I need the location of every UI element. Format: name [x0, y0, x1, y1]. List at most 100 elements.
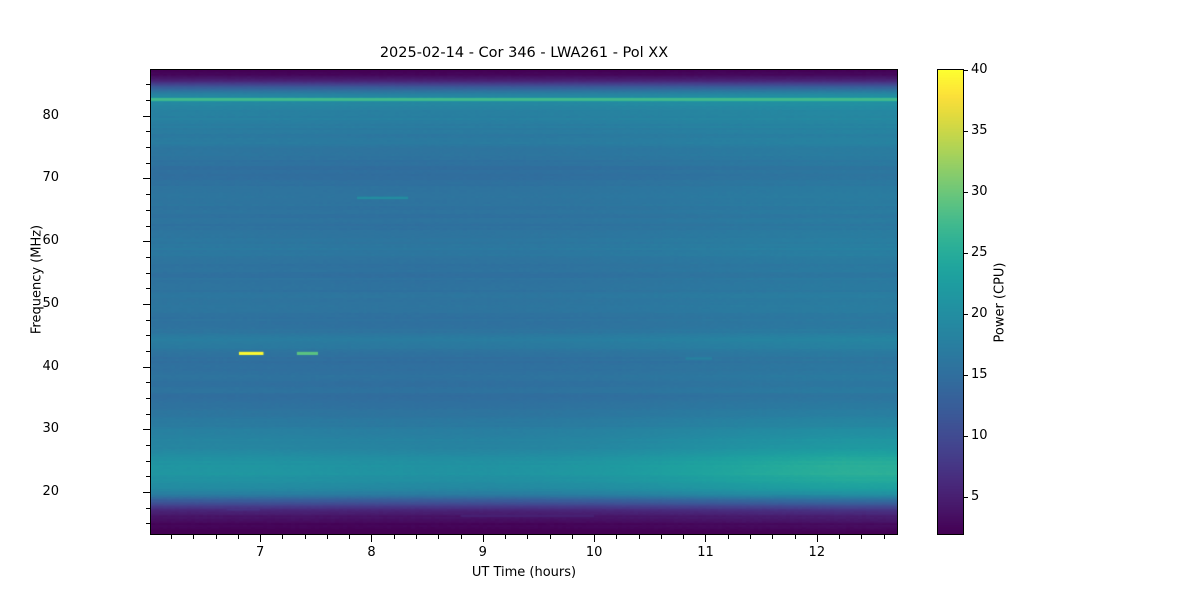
- colorbar-tick-label: 5: [971, 489, 980, 505]
- y-tick-minor: [146, 225, 150, 227]
- colorbar-tick-label: 35: [971, 123, 988, 139]
- y-tick-minor: [146, 382, 150, 384]
- x-tick-minor: [861, 535, 863, 539]
- x-tick-label: 12: [808, 545, 826, 560]
- colorbar-tick-label: 20: [971, 306, 988, 322]
- y-tick-minor: [146, 288, 150, 290]
- x-tick-minor: [683, 535, 685, 539]
- x-tick-major: [260, 535, 262, 542]
- dynamic-spectrum-axes[interactable]: [150, 69, 898, 535]
- x-tick-minor: [549, 535, 551, 539]
- x-tick-major: [816, 535, 818, 542]
- y-tick-major: [143, 241, 150, 243]
- y-tick-label: 60: [42, 233, 59, 249]
- x-tick-minor: [883, 535, 885, 539]
- colorbar-label: Power (CPU): [992, 262, 1008, 343]
- y-tick-minor: [146, 444, 150, 446]
- x-tick-major: [371, 535, 373, 542]
- x-tick-minor: [772, 535, 774, 539]
- y-tick-minor: [146, 476, 150, 478]
- x-tick-minor: [505, 535, 507, 539]
- x-tick-minor: [839, 535, 841, 539]
- x-tick-minor: [349, 535, 351, 539]
- colorbar-tick: [964, 497, 968, 499]
- x-tick-minor: [282, 535, 284, 539]
- x-tick-minor: [326, 535, 328, 539]
- colorbar-tick-label: 25: [971, 245, 988, 261]
- page-title: 2025-02-14 - Cor 346 - LWA261 - Pol XX: [379, 45, 669, 61]
- colorbar-tick: [964, 192, 968, 194]
- y-tick-minor: [146, 350, 150, 352]
- y-tick-minor: [146, 460, 150, 462]
- y-tick-major: [143, 491, 150, 493]
- colorbar-tick-label: 15: [971, 367, 988, 383]
- colorbar-tick: [964, 253, 968, 255]
- y-tick-major: [143, 429, 150, 431]
- x-tick-minor: [171, 535, 173, 539]
- x-tick-minor: [237, 535, 239, 539]
- heatmap-image[interactable]: [151, 70, 897, 534]
- y-tick-minor: [146, 272, 150, 274]
- y-axis-label: Frequency (MHz): [29, 224, 45, 335]
- y-tick-minor: [146, 256, 150, 258]
- x-axis-label: UT Time (hours): [471, 565, 577, 580]
- x-tick-minor: [193, 535, 195, 539]
- x-tick-minor: [438, 535, 440, 539]
- colorbar-gradient: [938, 70, 963, 534]
- y-tick-major: [143, 303, 150, 305]
- colorbar-tick-label: 40: [971, 62, 988, 77]
- x-tick-minor: [794, 535, 796, 539]
- colorbar-tick-label: 30: [971, 184, 988, 200]
- y-tick-label: 70: [42, 170, 59, 186]
- y-tick-label: 40: [42, 358, 59, 374]
- y-tick-minor: [146, 194, 150, 196]
- x-tick-minor: [393, 535, 395, 539]
- y-tick-minor: [146, 209, 150, 211]
- y-tick-major: [143, 366, 150, 368]
- colorbar-tick: [964, 131, 968, 133]
- x-tick-label: 8: [367, 545, 376, 560]
- y-tick-minor: [146, 100, 150, 102]
- x-tick-label: 9: [478, 545, 487, 560]
- x-tick-label: 7: [255, 545, 265, 560]
- x-tick-minor: [727, 535, 729, 539]
- y-tick-label: 20: [42, 483, 59, 499]
- y-tick-minor: [146, 84, 150, 86]
- x-tick-minor: [304, 535, 306, 539]
- x-tick-minor: [460, 535, 462, 539]
- y-tick-label: 50: [42, 295, 59, 311]
- y-tick-minor: [146, 413, 150, 415]
- x-tick-major: [482, 535, 484, 542]
- x-tick-minor: [660, 535, 662, 539]
- x-tick-minor: [638, 535, 640, 539]
- colorbar-tick: [964, 70, 968, 71]
- x-tick-label: 10: [585, 545, 603, 560]
- y-tick-major: [143, 178, 150, 180]
- x-tick-minor: [616, 535, 618, 539]
- y-tick-minor: [146, 523, 150, 525]
- x-tick-major: [594, 535, 596, 542]
- y-tick-label: 80: [42, 107, 59, 123]
- y-tick-label: 30: [42, 421, 59, 437]
- y-tick-major: [143, 115, 150, 117]
- x-tick-minor: [215, 535, 217, 539]
- y-tick-minor: [146, 397, 150, 399]
- x-tick-minor: [571, 535, 573, 539]
- y-tick-minor: [146, 147, 150, 149]
- colorbar-tick: [964, 314, 968, 316]
- y-tick-minor: [146, 319, 150, 321]
- y-tick-minor: [146, 335, 150, 337]
- colorbar-tick-label: 10: [971, 428, 988, 444]
- colorbar-tick: [964, 375, 968, 377]
- x-tick-minor: [750, 535, 752, 539]
- x-tick-minor: [527, 535, 529, 539]
- colorbar-tick: [964, 436, 968, 438]
- x-tick-major: [705, 535, 707, 542]
- y-tick-minor: [146, 131, 150, 133]
- colorbar-axes[interactable]: [937, 69, 964, 535]
- x-tick-label: 11: [697, 545, 714, 560]
- y-tick-minor: [146, 507, 150, 509]
- x-tick-minor: [415, 535, 417, 539]
- y-tick-minor: [146, 162, 150, 164]
